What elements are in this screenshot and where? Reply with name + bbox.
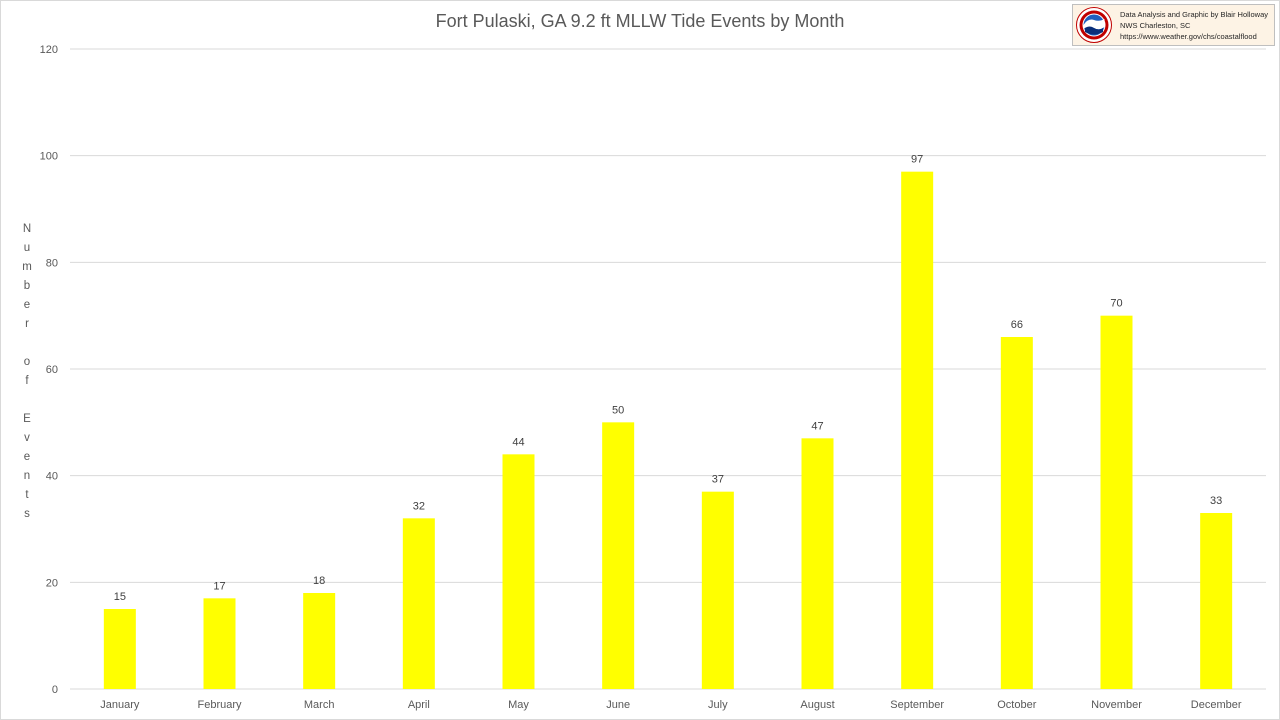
x-tick-label: March [304, 699, 335, 711]
data-label: 44 [512, 436, 524, 448]
data-label: 33 [1210, 495, 1222, 507]
credit-text: Data Analysis and Graphic by Blair Hollo… [1120, 9, 1268, 42]
bar [901, 171, 934, 689]
data-label: 70 [1110, 298, 1122, 310]
x-tick-label: September [890, 699, 944, 711]
x-tick-label: November [1091, 699, 1142, 711]
bar [203, 598, 236, 689]
data-label: 32 [413, 500, 425, 512]
bar [801, 438, 834, 689]
data-label: 50 [612, 404, 624, 416]
y-tick-label: 80 [46, 257, 58, 269]
credit-author: Data Analysis and Graphic by Blair Hollo… [1120, 10, 1268, 19]
x-tick-label: December [1191, 699, 1242, 711]
credit-url: https://www.weather.gov/chs/coastalflood [1120, 32, 1257, 41]
x-tick-label: January [100, 699, 140, 711]
bar [1000, 337, 1033, 689]
bar [103, 609, 136, 689]
x-tick-label: August [800, 699, 834, 711]
bar [1100, 315, 1133, 689]
bar [303, 593, 336, 689]
credit-office: NWS Charleston, SC [1120, 21, 1191, 30]
x-tick-label: October [997, 699, 1036, 711]
y-tick-label: 0 [52, 684, 58, 696]
y-tick-label: 20 [46, 577, 58, 589]
data-label: 37 [712, 474, 724, 486]
data-label: 18 [313, 575, 325, 587]
y-tick-label: 40 [46, 471, 58, 483]
x-tick-label: May [508, 699, 529, 711]
x-tick-label: February [197, 699, 242, 711]
data-label: 15 [114, 591, 126, 603]
y-axis-label: N u m b e r o f E v e n t s [22, 223, 32, 520]
x-tick-label: April [408, 699, 430, 711]
bar [701, 491, 734, 689]
y-tick-label: 100 [40, 151, 58, 163]
y-tick-label: 120 [40, 44, 58, 56]
bar [602, 422, 635, 689]
data-label: 47 [811, 420, 823, 432]
chart-title: Fort Pulaski, GA 9.2 ft MLLW Tide Events… [435, 11, 845, 31]
x-tick-label: June [606, 699, 630, 711]
noaa-nws-logo-icon [1076, 7, 1112, 43]
y-tick-label: 60 [46, 364, 58, 376]
data-label: 97 [911, 154, 923, 166]
credit-box: Data Analysis and Graphic by Blair Hollo… [1072, 4, 1275, 46]
x-tick-label: July [708, 699, 728, 711]
bar [402, 518, 435, 689]
bar [1200, 513, 1233, 689]
bar [502, 454, 535, 689]
data-label: 66 [1011, 319, 1023, 331]
data-label: 17 [213, 580, 225, 592]
